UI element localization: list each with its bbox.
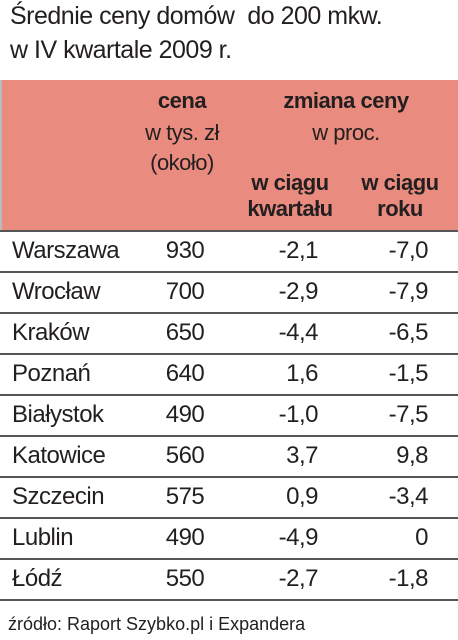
quarter-change: -4,9 <box>278 524 319 551</box>
year-change: -6,5 <box>388 319 429 346</box>
quarter-change: -2,7 <box>278 565 319 592</box>
price: 650 <box>165 319 205 346</box>
quarter-change: 3,7 <box>286 442 318 469</box>
header-text: roku <box>377 196 423 221</box>
source: źródło: Raport Szybko.pl i Expandera <box>8 614 306 634</box>
city: Białystok <box>12 401 104 428</box>
header-text: cena <box>157 88 207 113</box>
price: 640 <box>165 360 205 387</box>
title-line: Średnie ceny domów do 200 mkw. <box>10 2 383 30</box>
year-change: -7,5 <box>388 401 429 428</box>
city: Łódź <box>12 565 63 592</box>
quarter-change: -2,1 <box>278 237 319 264</box>
city: Katowice <box>12 442 106 469</box>
price: 490 <box>165 524 205 551</box>
quarter-change: -2,9 <box>278 278 319 305</box>
row-divider <box>0 271 458 273</box>
quarter-change: 1,6 <box>286 360 318 387</box>
row-divider <box>0 230 458 232</box>
year-change: 0 <box>415 524 428 551</box>
price: 550 <box>165 565 205 592</box>
header-text: kwartału <box>247 196 333 221</box>
year-change: -7,9 <box>388 278 429 305</box>
price: 560 <box>165 442 205 469</box>
city: Wrocław <box>12 278 101 305</box>
city: Warszawa <box>12 237 120 264</box>
table-header <box>0 80 458 230</box>
year-change: -1,5 <box>388 360 429 387</box>
price: 490 <box>165 401 205 428</box>
quarter-change: -1,0 <box>278 401 319 428</box>
row-divider <box>0 353 458 355</box>
year-change: -3,4 <box>388 483 429 510</box>
title-line: w IV kwartale 2009 r. <box>10 36 232 64</box>
row-divider <box>0 312 458 314</box>
city: Szczecin <box>12 483 105 510</box>
city: Poznań <box>12 360 91 387</box>
row-divider <box>0 476 458 478</box>
header-text: zmiana ceny <box>283 88 409 113</box>
year-change: -7,0 <box>388 237 429 264</box>
city: Kraków <box>12 319 90 346</box>
quarter-change: -4,4 <box>278 319 319 346</box>
header-text: w tys. zł <box>145 120 219 145</box>
row-divider <box>0 394 458 396</box>
row-divider <box>0 517 458 519</box>
header-text: (około) <box>150 150 214 175</box>
price: 700 <box>165 278 205 305</box>
header-text: w proc. <box>312 120 380 145</box>
header-text: w ciągu <box>251 170 329 195</box>
quarter-change: 0,9 <box>286 483 318 510</box>
row-divider <box>0 558 458 560</box>
price: 930 <box>165 237 205 264</box>
row-divider <box>0 435 458 437</box>
row-divider <box>0 599 458 601</box>
year-change: -1,8 <box>388 565 429 592</box>
price: 575 <box>165 483 205 510</box>
header-text: w ciągu <box>361 170 439 195</box>
city: Lublin <box>12 524 74 551</box>
year-change: 9,8 <box>396 442 428 469</box>
